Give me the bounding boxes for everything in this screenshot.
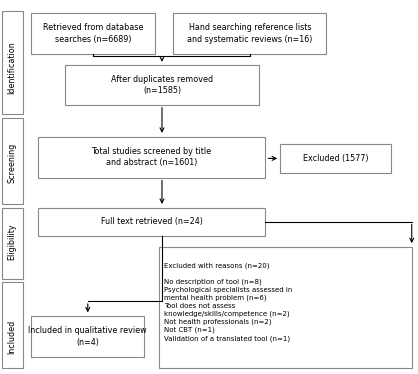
Text: Retrieved from database
searches (n=6689): Retrieved from database searches (n=6689… <box>43 24 143 44</box>
Bar <box>38 137 265 178</box>
Bar <box>31 13 155 54</box>
Bar <box>38 208 265 236</box>
Text: Hand searching reference lists
and systematic reviews (n=16): Hand searching reference lists and syste… <box>187 24 312 44</box>
Text: Identification: Identification <box>7 41 16 94</box>
Text: Screening: Screening <box>7 142 16 183</box>
Bar <box>65 65 259 105</box>
Bar <box>2 282 23 368</box>
Bar <box>31 316 144 357</box>
Text: Eligibility: Eligibility <box>7 223 16 260</box>
Text: Excluded with reasons (n=20)

No description of tool (n=8)
Psychological special: Excluded with reasons (n=20) No descript… <box>164 263 292 341</box>
Text: Excluded (1577): Excluded (1577) <box>303 154 368 163</box>
Bar <box>2 11 23 114</box>
Bar <box>2 208 23 279</box>
Text: Included in qualitative review
(n=4): Included in qualitative review (n=4) <box>28 327 147 347</box>
Bar <box>173 13 326 54</box>
Text: Total studies screened by title
and abstract (n=1601): Total studies screened by title and abst… <box>92 147 212 167</box>
Text: Included: Included <box>7 319 16 354</box>
Text: After duplicates removed
(n=1585): After duplicates removed (n=1585) <box>111 75 213 95</box>
Bar <box>280 144 391 173</box>
Text: Full text retrieved (n=24): Full text retrieved (n=24) <box>101 217 202 226</box>
Bar <box>159 247 412 368</box>
Bar <box>2 118 23 204</box>
